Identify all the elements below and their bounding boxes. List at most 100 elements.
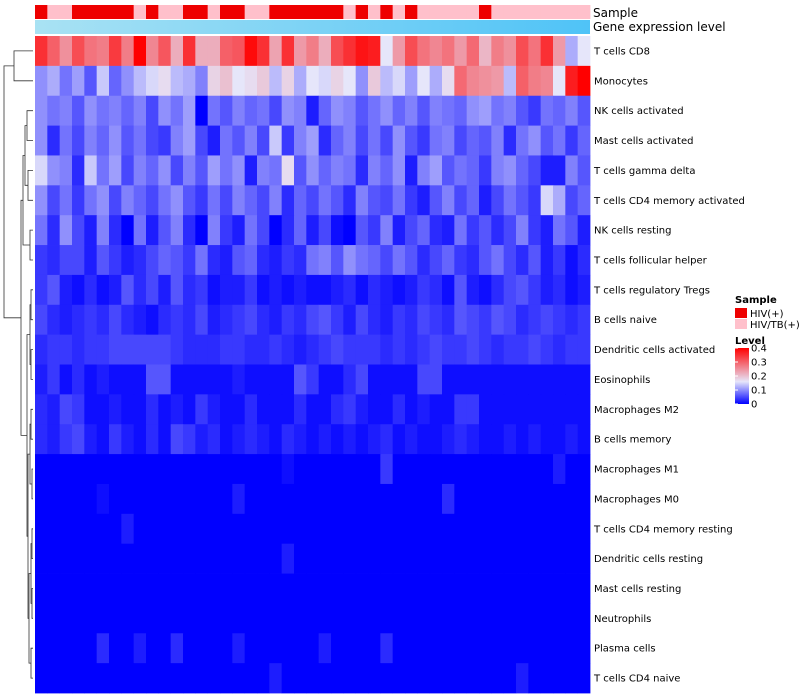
heatmap-cell — [47, 334, 61, 365]
heatmap-cell — [491, 334, 505, 365]
heatmap-cell — [170, 125, 184, 156]
heatmap-cell — [35, 215, 48, 246]
heatmap-cell — [281, 424, 295, 455]
heatmap-cell — [96, 334, 110, 365]
heatmap-cell — [392, 125, 406, 156]
heatmap-cell — [405, 603, 418, 634]
heatmap-cell — [257, 633, 270, 664]
heatmap-cell — [121, 513, 135, 545]
row-labels: T cells CD8 Monocytes NK cells activated Ma… — [593, 46, 745, 684]
heatmap-cell — [479, 36, 492, 67]
heatmap-cell — [220, 304, 233, 336]
heatmap-cell — [207, 394, 221, 425]
heatmap-cell — [318, 483, 332, 515]
heatmap-cell — [331, 633, 344, 664]
heatmap-cell — [368, 513, 381, 545]
heatmap-cell — [121, 334, 135, 365]
heatmap-cell — [294, 304, 307, 336]
heatmap-cell — [392, 155, 406, 186]
heatmap-cell — [306, 603, 320, 634]
heatmap-cell — [577, 215, 591, 246]
heatmap-cell — [96, 185, 110, 216]
heatmap-cell — [220, 603, 233, 634]
heatmap-cell — [170, 633, 184, 664]
heatmap-cell — [417, 245, 431, 276]
heatmap-cell — [146, 394, 159, 425]
heatmap-cell — [232, 95, 246, 126]
row-label: Eosinophils — [594, 375, 650, 386]
heatmap-cell — [318, 364, 332, 395]
heatmap-cell — [368, 454, 381, 485]
heatmap-cell — [121, 454, 135, 485]
sample-annotation-cell — [442, 5, 455, 19]
heatmap-cell — [429, 185, 443, 216]
heatmap-cell — [516, 95, 529, 126]
heatmap-cell — [96, 274, 110, 306]
heatmap-cell — [405, 513, 418, 545]
heatmap-cell — [133, 603, 147, 634]
heatmap-cell — [109, 304, 122, 336]
heatmap-cell — [442, 603, 455, 634]
row-label: Monocytes — [594, 76, 648, 87]
heatmap-cell — [516, 364, 529, 395]
heatmap-cell — [442, 274, 455, 306]
heatmap-cell — [368, 424, 381, 455]
heatmap-cell — [257, 663, 270, 694]
heatmap-cell — [343, 483, 357, 515]
heatmap-cell — [454, 573, 468, 604]
heatmap-cell — [133, 454, 147, 485]
heatmap-cell — [318, 125, 332, 156]
sample-legend-title: Sample — [735, 295, 777, 306]
heatmap-cell — [96, 95, 110, 126]
heatmap-cell — [392, 663, 406, 694]
heatmap-cell — [565, 125, 579, 156]
heatmap-cell — [479, 95, 492, 126]
heatmap-cell — [343, 394, 357, 425]
heatmap-cell — [528, 573, 542, 604]
heatmap-cell — [355, 663, 369, 694]
heatmap-cell — [294, 334, 307, 365]
heatmap-cell — [170, 603, 184, 634]
heatmap-cell — [59, 424, 73, 455]
heatmap-cell — [454, 334, 468, 365]
heatmap-cell — [417, 394, 431, 425]
heatmap-cell — [343, 125, 357, 156]
heatmap-cell — [516, 663, 529, 694]
heatmap-cell — [318, 274, 332, 306]
heatmap-cell — [343, 543, 357, 574]
heatmap-cell — [516, 424, 529, 455]
row-label: Macrophages M0 — [594, 494, 679, 505]
heatmap-cell — [244, 603, 258, 634]
heatmap-cell — [417, 185, 431, 216]
row-label: T cells regulatory Tregs — [593, 285, 710, 296]
heatmap-cell — [405, 334, 418, 365]
heatmap-cell — [318, 185, 332, 216]
heatmap-cell — [417, 304, 431, 336]
heatmap-cell — [146, 483, 159, 515]
heatmap-cell — [306, 573, 320, 604]
heatmap-cell — [417, 155, 431, 186]
heatmap-cell — [479, 483, 492, 515]
heatmap-cell — [133, 633, 147, 664]
heatmap-cell — [417, 454, 431, 485]
heatmap-cell — [59, 394, 73, 425]
heatmap-cell — [72, 513, 85, 545]
gene-expression-annotation-label: Gene expression level — [593, 20, 726, 34]
legend-label-hiv-tb: HIV/TB(+) — [750, 320, 800, 331]
heatmap-cell — [503, 513, 517, 545]
heatmap-cell — [528, 155, 542, 186]
heatmap-cell — [281, 543, 295, 574]
dendrogram-link — [30, 289, 33, 321]
heatmap-cell — [479, 543, 492, 574]
heatmap-cell — [220, 513, 233, 545]
heatmap-cell — [72, 543, 85, 574]
heatmap-cell — [244, 95, 258, 126]
heatmap-cell — [109, 215, 122, 246]
heatmap-cell — [318, 65, 332, 97]
heatmap-cell — [269, 513, 283, 545]
heatmap-cell — [306, 215, 320, 246]
sample-annotation-cell — [109, 5, 122, 19]
heatmap-cell — [257, 125, 270, 156]
heatmap-cell — [59, 543, 73, 574]
heatmap-cell — [133, 95, 147, 126]
